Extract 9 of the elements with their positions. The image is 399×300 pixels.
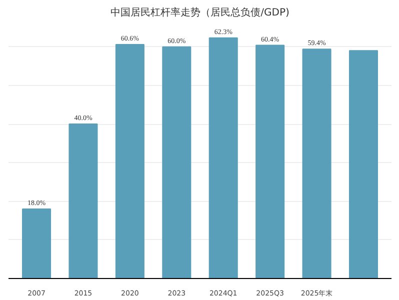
bar xyxy=(115,44,144,278)
chart-title: 中国居民杠杆率走势（居民总负债/GDP) xyxy=(110,6,290,18)
bar xyxy=(302,48,332,278)
bar xyxy=(348,50,378,278)
bar xyxy=(256,44,285,278)
bar xyxy=(208,37,238,278)
bar xyxy=(162,46,192,278)
bar xyxy=(68,124,98,278)
bar xyxy=(22,208,52,278)
